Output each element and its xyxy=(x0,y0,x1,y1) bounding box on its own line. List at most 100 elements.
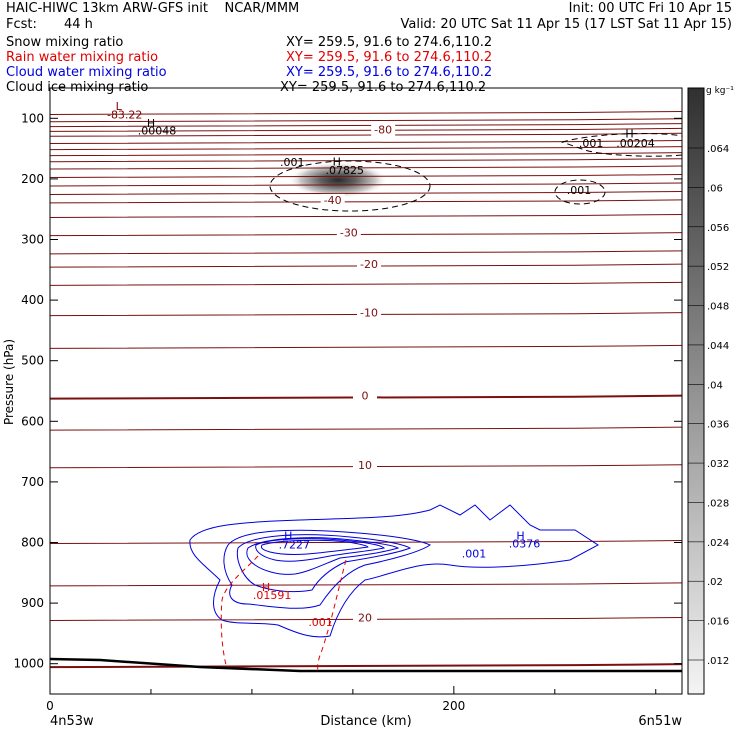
x-axis-label: Distance (km) xyxy=(320,714,411,729)
init-time: Init: 00 UTC Fri 10 Apr 15 xyxy=(568,1,732,16)
colorbar-tick-label: .028 xyxy=(707,498,729,509)
colorbar-tick-label: .06 xyxy=(707,183,723,194)
isotherm-line xyxy=(50,190,682,195)
isotherm-line xyxy=(50,118,682,123)
isotherm-line xyxy=(50,582,682,587)
cloud-ice-contour-right xyxy=(554,179,606,205)
cloud-water-contour-3 xyxy=(236,534,412,593)
contour-annotation: .07825 xyxy=(326,164,365,177)
isotherm-label-bg xyxy=(357,306,382,319)
isotherm-label: -20 xyxy=(360,258,378,271)
annotations: L-83.22H.00048.001 H.07825H.001.00204.001… xyxy=(107,100,655,629)
isotherm-line xyxy=(50,132,682,137)
y-tick-label: 1000 xyxy=(13,657,44,671)
y-tick-label: 600 xyxy=(21,414,44,428)
plot-frame xyxy=(49,87,683,695)
cloud-ice-contour-main xyxy=(269,160,431,212)
isotherm-line xyxy=(50,110,682,115)
isotherm-line xyxy=(50,263,682,268)
isotherm-label: 10 xyxy=(358,459,372,472)
cloud-water-contour-5 xyxy=(255,538,386,562)
colorbar-ticks: .064 .06 .056 .052 .048 .044 .04 .036 .032 .028 .0… xyxy=(688,144,729,667)
cloud-water-contour-2 xyxy=(223,529,431,609)
contour-annotation: .001 xyxy=(567,184,592,197)
isotherm-label-bg xyxy=(357,258,382,271)
colorbar-tick-label: .036 xyxy=(707,420,729,431)
y-tick-label: 300 xyxy=(21,233,44,247)
snow-max-shading xyxy=(288,162,388,198)
isotherm-line xyxy=(50,165,682,170)
isotherm-label-bg xyxy=(352,389,377,402)
fcst-label: Fcst: xyxy=(6,17,37,32)
isotherm-line xyxy=(50,426,682,431)
contour-annotation: .7227 xyxy=(279,539,311,552)
x-tick-label: 200 xyxy=(442,699,465,713)
contour-annotation: L xyxy=(116,100,123,113)
legend-snow-name: Snow mixing ratio xyxy=(6,35,124,50)
isotherm-label-bg xyxy=(336,226,361,239)
y-tick-label: 100 xyxy=(21,111,44,125)
isotherm-line xyxy=(50,213,682,218)
contour-annotation: .001 xyxy=(579,137,604,150)
isotherm-line xyxy=(50,182,682,187)
y-tick-label: 900 xyxy=(21,596,44,610)
y-axis-label: Pressure (hPa) xyxy=(2,339,16,425)
contour-annotation: .00048 xyxy=(138,125,177,138)
fcst-value: 44 h xyxy=(64,17,93,32)
isotherm-line xyxy=(50,232,682,237)
isotherm-line xyxy=(50,173,682,178)
isotherm-line xyxy=(50,199,682,204)
legend-rain-name: Rain water mixing ratio xyxy=(6,50,159,65)
y-tick-label: 400 xyxy=(21,293,44,307)
isotherm-line xyxy=(50,158,682,163)
endpoint-left: 4n53w xyxy=(50,714,94,729)
isotherm-label: -10 xyxy=(360,307,378,320)
cloud-water-contour-4 xyxy=(246,537,400,575)
colorbar-tick-label: .016 xyxy=(707,617,729,628)
cloud-water-contour-001 xyxy=(189,504,599,638)
isotherm-line xyxy=(50,146,682,151)
contour-annotation: H xyxy=(625,128,633,141)
colorbar-tick-label: .048 xyxy=(707,302,729,313)
contour-annotation: H xyxy=(284,529,292,542)
contour-annotation: .00204 xyxy=(616,137,655,150)
contour-annotation: H xyxy=(333,156,341,169)
isotherm-line xyxy=(50,540,682,544)
isotherm-label-bg xyxy=(352,611,377,624)
colorbar-tick-label: .064 xyxy=(707,144,729,155)
isotherm-label: -40 xyxy=(324,194,342,207)
isotherm-label-bg xyxy=(320,193,345,206)
isotherm-line xyxy=(50,281,682,286)
y-tick-label: 200 xyxy=(21,172,44,186)
isotherm-line xyxy=(50,394,682,400)
colorbar-tick-label: .04 xyxy=(707,380,723,391)
contour-annotation: .01591 xyxy=(253,589,292,602)
isotherm-label: -80 xyxy=(374,124,392,137)
rain-water-contour-001 xyxy=(220,555,347,671)
isotherm-line xyxy=(50,123,682,128)
colorbar-unit: g kg⁻¹ xyxy=(706,86,734,96)
contour-annotation: .001 xyxy=(308,616,333,629)
isotherm-label: -30 xyxy=(340,227,358,240)
contour-annotation: .0376 xyxy=(509,537,541,550)
colorbar-tick-label: .052 xyxy=(707,262,729,273)
isotherm-label: 0 xyxy=(361,390,368,403)
isotherm-line xyxy=(50,140,682,145)
y-tick-label: 700 xyxy=(21,475,44,489)
isotherm-line xyxy=(50,616,682,621)
contour-annotation: H xyxy=(516,529,524,542)
isotherm-line xyxy=(50,344,682,349)
isotherm-label: 20 xyxy=(358,611,372,624)
colorbar-tick-label: .024 xyxy=(707,538,729,549)
isotherm-line xyxy=(50,152,682,157)
colorbar-tick-label: .056 xyxy=(707,223,729,234)
legend-rain-xy: XY= 259.5, 91.6 to 274.6,110.2 xyxy=(286,50,493,65)
colorbar xyxy=(687,87,705,695)
surface-line xyxy=(50,657,682,673)
isotherm-line xyxy=(50,250,682,255)
legend-cloudwater-xy: XY= 259.5, 91.6 to 274.6,110.2 xyxy=(286,65,493,80)
isotherm-line xyxy=(50,464,682,469)
colorbar-tick-label: .02 xyxy=(707,577,723,588)
